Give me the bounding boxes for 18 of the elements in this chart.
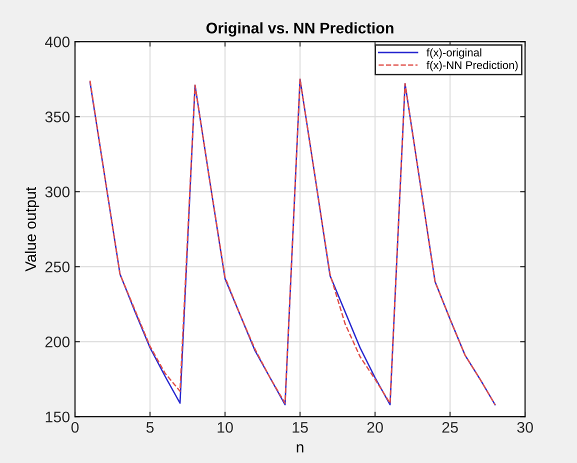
y-tick-label: 250 <box>45 262 70 272</box>
y-tick-label: 150 <box>46 412 70 422</box>
x-tick-label: 30 <box>517 422 533 433</box>
legend-label: f(x)-original <box>426 48 482 59</box>
x-tick-label: 10 <box>218 422 233 433</box>
y-tick-label: 300 <box>45 186 70 198</box>
x-axis-title: n <box>296 444 304 452</box>
x-tick-label: 15 <box>292 422 308 433</box>
legend-label: f(x)-NN Prediction) <box>426 60 518 72</box>
y-tick-label: 400 <box>45 36 70 48</box>
x-tick-label: 5 <box>146 422 154 433</box>
y-tick-label: 200 <box>45 336 70 348</box>
y-axis-title: Value output <box>24 186 40 272</box>
x-tick-label: 0 <box>71 422 79 433</box>
y-tick-label: 350 <box>45 112 70 122</box>
x-tick-label: 25 <box>442 422 458 433</box>
chart-title: Original vs. NN Prediction <box>206 22 394 37</box>
x-tick-label: 20 <box>367 422 383 433</box>
